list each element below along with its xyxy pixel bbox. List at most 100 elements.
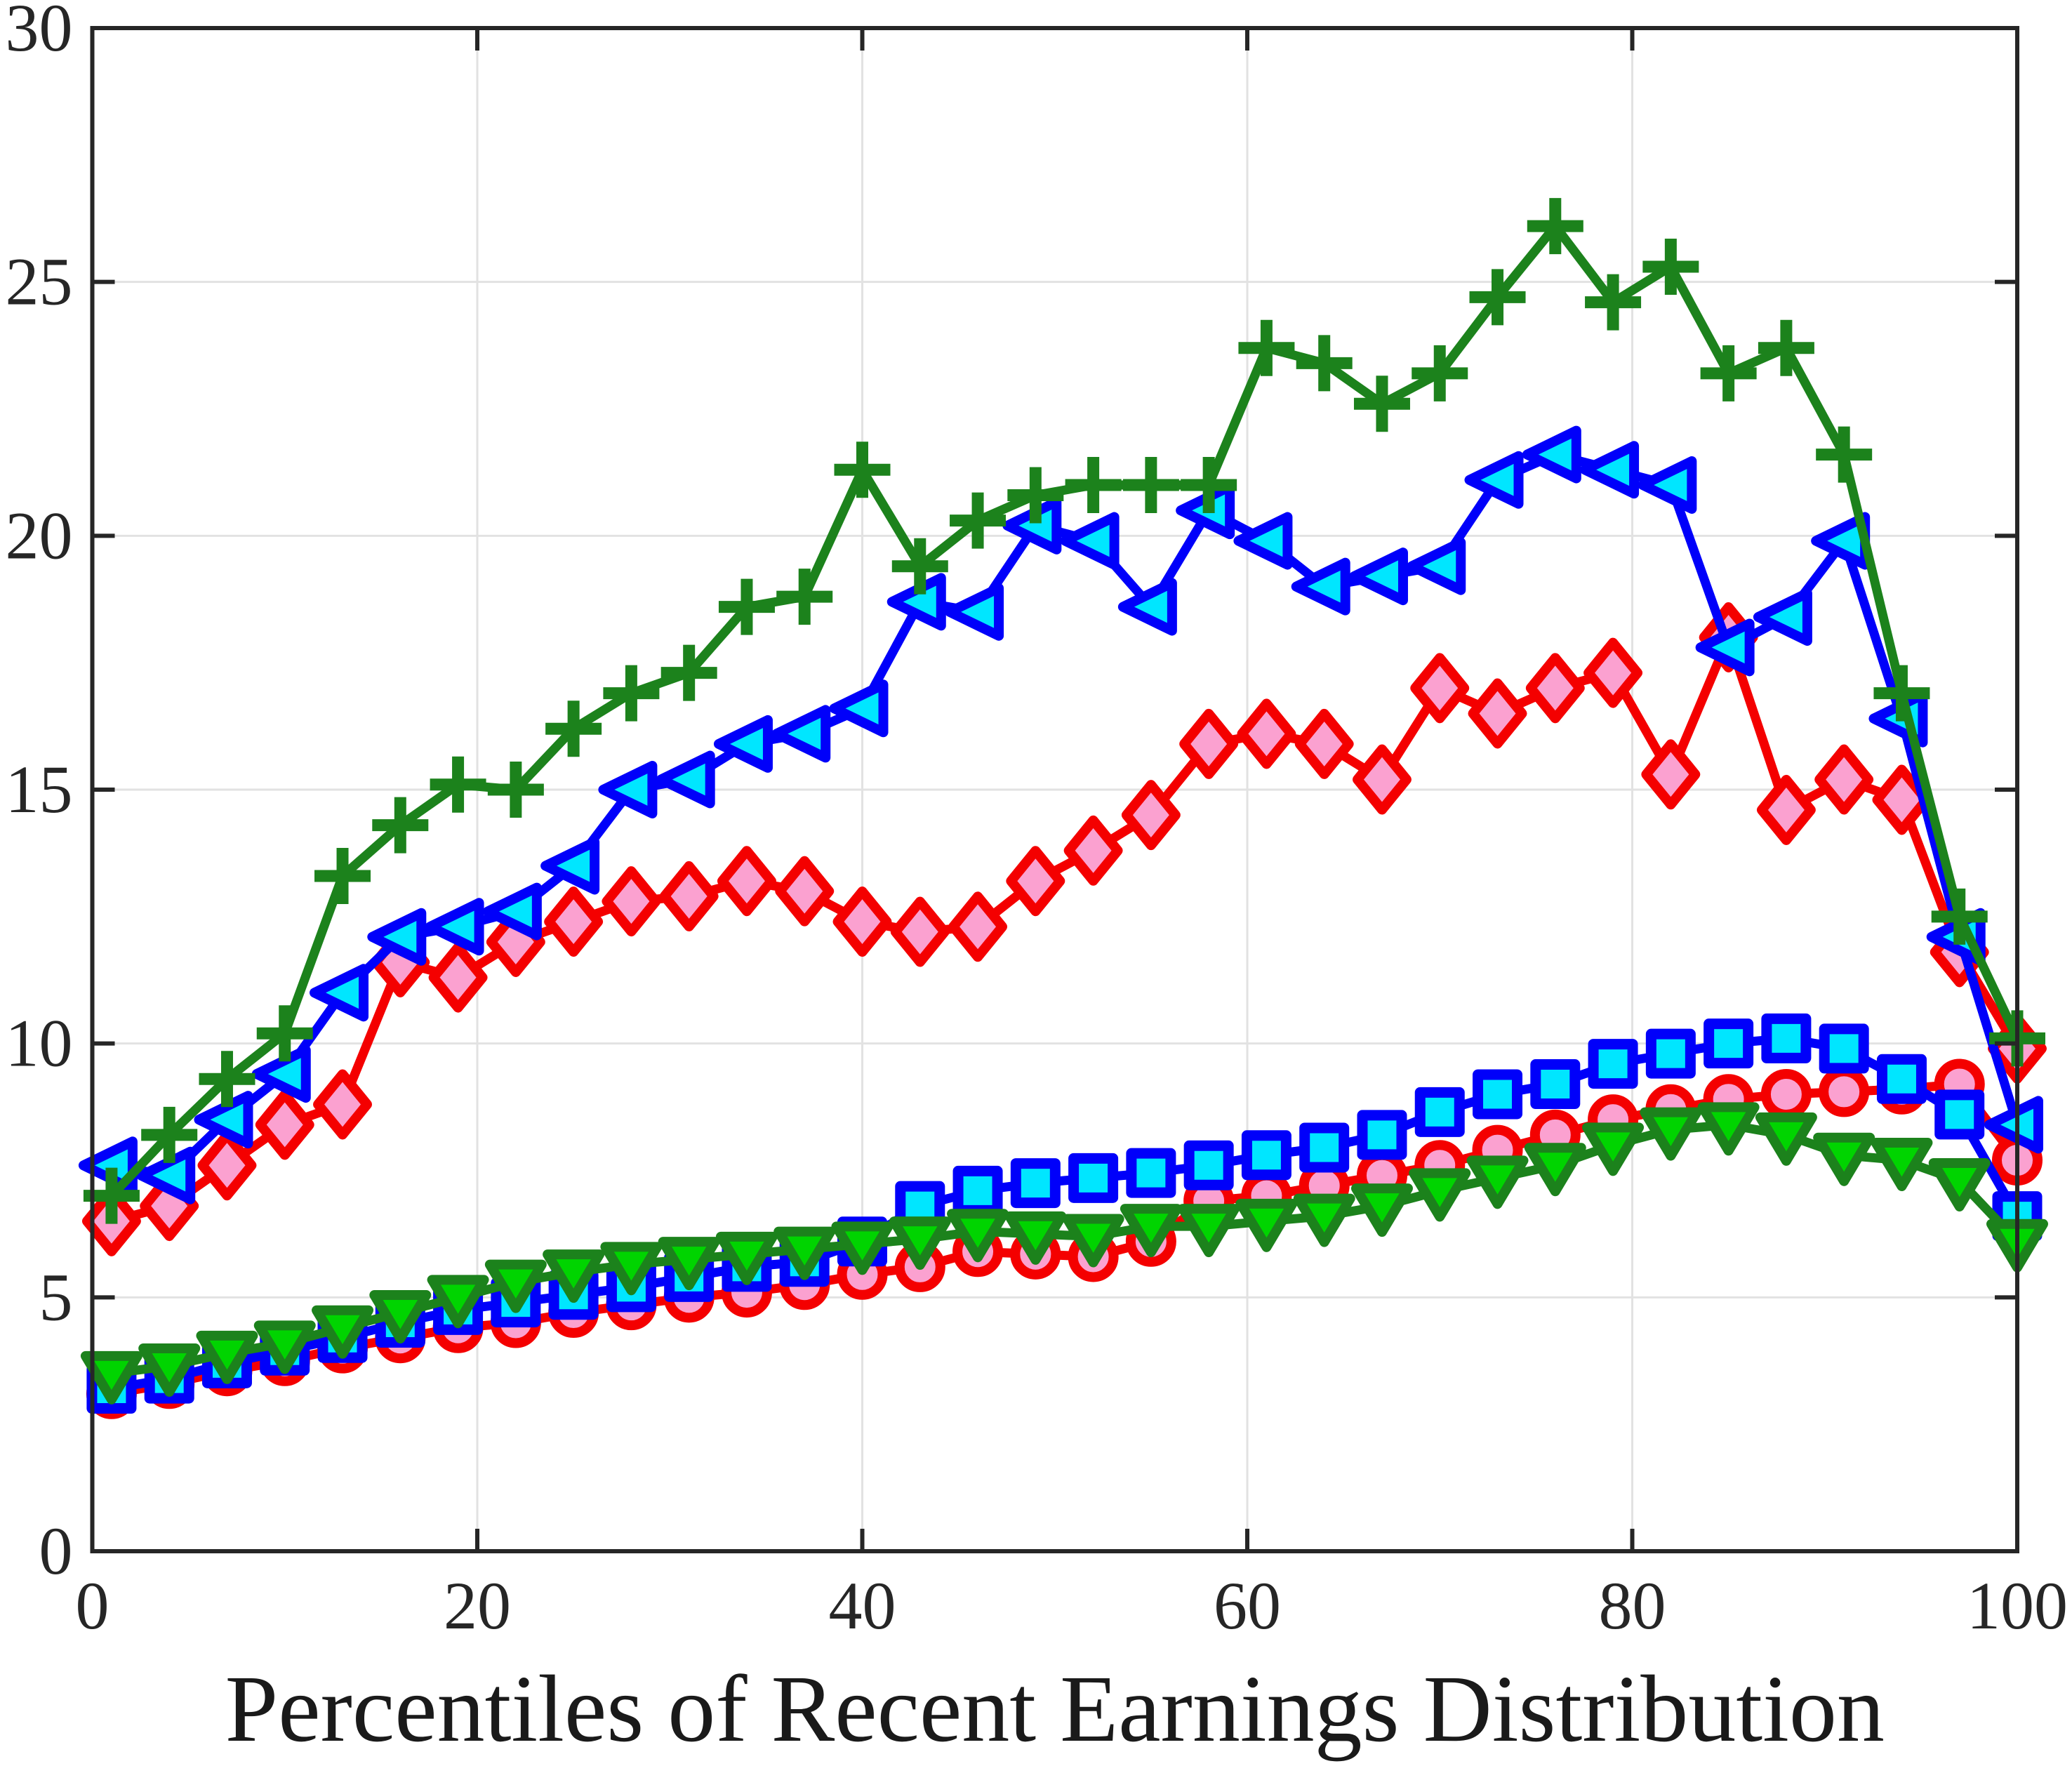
triangle-down-marker [889,1216,951,1270]
x-tick-label: 100 [1967,1568,2068,1643]
square-marker [1414,1087,1465,1137]
triangle-left-marker [1291,557,1350,616]
triangle-left-marker [771,705,831,763]
axis-labels: Percentiles of Recent Earnings Distribut… [6,0,2068,1762]
series-blue-left-triangle [78,425,2043,1204]
plus-marker [1469,269,1526,326]
diamond-marker [602,866,661,937]
plus-marker [1585,274,1642,331]
plus-marker [1296,335,1353,392]
plus-marker [1758,319,1814,376]
square-marker [1241,1130,1291,1181]
plus-marker [1816,426,1873,483]
plus-marker [314,847,371,904]
square-marker [1183,1140,1234,1190]
triangle-left-marker [310,964,369,1022]
plus-marker [256,1005,313,1062]
triangle-left-marker [598,761,658,818]
triangle-down-marker [1582,1122,1645,1176]
diamond-marker [313,1069,373,1140]
triangle-left-marker [251,1045,311,1103]
plus-marker [1412,345,1468,401]
triangle-left-marker [136,1146,196,1204]
square-marker [1761,1013,1812,1063]
diamond-marker [948,891,1008,962]
triangle-left-marker [1522,425,1581,484]
diamond-marker [890,896,950,967]
series-green-down-triangle [80,1102,2048,1405]
series-line-blue-square [107,1033,2022,1393]
triangle-down-marker [1350,1183,1413,1237]
diamond-marker [1006,846,1065,917]
triangle-down-marker [1178,1204,1240,1258]
square-marker [1010,1158,1061,1209]
x-tick-label: 40 [829,1568,896,1643]
triangle-left-marker [945,583,1004,641]
triangle-down-marker [427,1275,489,1329]
triangle-down-marker [715,1231,778,1285]
triangle-down-marker [1755,1112,1817,1166]
series-green-plus [83,198,2045,1224]
y-tick-label: 0 [39,1513,73,1588]
x-tick-label: 80 [1599,1568,1666,1643]
y-tick-label: 15 [6,752,73,827]
series-line-red-diamond [107,632,2022,1226]
square-marker [1876,1054,1927,1104]
diamond-marker [255,1089,314,1160]
diamond-marker [544,887,604,957]
triangle-down-marker [1524,1143,1586,1197]
diamond-marker [659,861,719,931]
triangle-down-marker [484,1259,547,1313]
plus-marker [1238,319,1295,376]
plus-marker [545,701,602,757]
triangle-left-marker [1464,451,1524,509]
triangle-left-marker [1233,512,1293,570]
plus-marker [891,538,948,595]
plus-marker [660,644,717,701]
x-tick-label: 20 [444,1568,511,1643]
triangle-down-marker [658,1237,720,1291]
triangle-down-marker [600,1242,663,1296]
triangle-left-marker [1060,512,1120,570]
diamond-marker [1814,744,1874,815]
triangle-left-marker [829,679,889,738]
circle-marker [1760,1069,1812,1120]
diamond-marker [1179,708,1239,779]
plus-marker [372,797,429,854]
plus-marker [1122,457,1179,513]
plus-marker [776,569,833,625]
plus-marker [487,762,544,818]
triangle-left-marker [194,1091,253,1149]
triangle-left-marker [482,882,542,941]
square-marker [1126,1148,1176,1198]
triangle-left-marker [1348,547,1408,606]
plus-marker [430,756,486,813]
diamond-marker [1410,653,1470,724]
plus-marker [1642,238,1699,295]
series-line-green-down-triangle [107,1120,2022,1379]
triangle-down-marker [773,1226,836,1280]
y-tick-label: 30 [6,0,73,65]
triangle-down-marker [543,1249,605,1303]
square-marker [1934,1089,1985,1140]
square-marker [952,1165,1003,1216]
triangle-down-marker [80,1350,142,1405]
triangle-down-marker [1813,1132,1875,1186]
plus-marker [603,665,660,722]
triangle-down-marker [1004,1211,1067,1265]
triangle-down-marker [1293,1193,1355,1247]
plus-marker [1181,457,1237,513]
plus-marker [1065,457,1122,513]
y-tick-label: 10 [6,1006,73,1081]
square-marker [1588,1039,1638,1089]
diamond-marker [1468,678,1527,749]
triangle-left-marker [425,898,484,956]
square-marker [1068,1153,1119,1203]
triangle-down-marker [1466,1155,1529,1209]
square-marker [1530,1059,1581,1110]
diamond-marker [832,887,892,957]
triangle-left-marker [1638,456,1697,514]
triangle-down-marker [253,1320,316,1374]
